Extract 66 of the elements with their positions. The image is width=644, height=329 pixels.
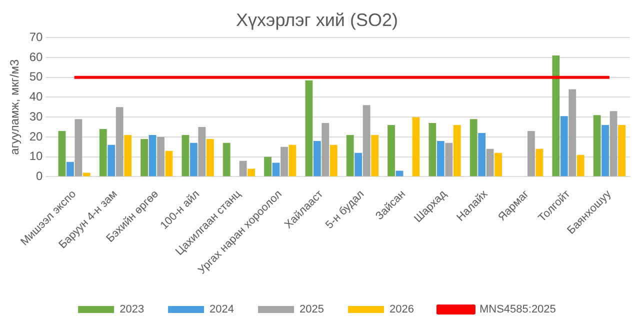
bar <box>305 80 313 176</box>
legend-label: 2023 <box>120 304 144 316</box>
bar <box>445 142 453 176</box>
bar <box>206 138 214 176</box>
bar <box>82 172 90 176</box>
y-tick-label: 50 <box>29 70 44 84</box>
bar <box>74 119 82 176</box>
bar <box>157 136 164 176</box>
bar <box>362 105 370 176</box>
bar <box>453 125 461 176</box>
y-tick-label: 30 <box>29 109 44 124</box>
legend-label: 2024 <box>210 304 234 316</box>
bar <box>198 127 206 176</box>
bar <box>182 134 190 176</box>
bar <box>618 125 626 176</box>
bar <box>494 152 502 176</box>
bar <box>528 131 535 176</box>
bar <box>148 134 156 176</box>
bar <box>124 134 132 176</box>
bar <box>99 129 107 176</box>
y-tick-label: 70 <box>29 30 44 44</box>
bar <box>371 134 379 176</box>
bar <box>354 152 362 176</box>
y-tick-label: 0 <box>36 169 44 184</box>
bar <box>108 144 116 176</box>
bar <box>288 144 296 176</box>
bar <box>140 138 148 176</box>
bar <box>436 140 444 176</box>
bar <box>66 162 74 176</box>
bar <box>593 115 601 176</box>
bar <box>272 162 280 176</box>
y-axis-title: агууламж, мкг/м3 <box>8 59 22 155</box>
bar <box>190 142 198 176</box>
bar <box>552 55 560 176</box>
bar <box>428 123 436 176</box>
legend-label: 2025 <box>300 304 324 316</box>
bar <box>58 131 66 176</box>
y-tick-label: 40 <box>29 90 44 104</box>
y-tick-label: 20 <box>29 129 44 144</box>
bar <box>412 117 420 176</box>
bar <box>388 125 395 176</box>
bar <box>602 125 610 176</box>
bar <box>322 123 330 176</box>
legend-label: 2026 <box>390 304 414 316</box>
bar <box>165 150 173 176</box>
chart-title: Хүхэрлэг хий (SO2) <box>236 10 398 30</box>
bar <box>576 154 584 176</box>
y-tick-label: 10 <box>29 149 44 164</box>
bar <box>313 140 321 176</box>
bar <box>470 119 478 176</box>
bar <box>116 107 124 176</box>
bar <box>478 133 486 176</box>
bar <box>486 148 494 176</box>
bar <box>568 89 576 176</box>
bar <box>346 134 354 176</box>
y-tick-label: 60 <box>29 50 44 64</box>
bar <box>330 144 338 176</box>
bar <box>280 146 288 176</box>
bar <box>536 148 544 176</box>
legend-label: MNS4585:2025 <box>479 304 556 316</box>
bar <box>248 168 256 176</box>
bar <box>610 111 618 176</box>
bar <box>264 156 272 176</box>
bar <box>239 160 247 176</box>
bar <box>560 116 568 176</box>
bar <box>222 142 230 176</box>
